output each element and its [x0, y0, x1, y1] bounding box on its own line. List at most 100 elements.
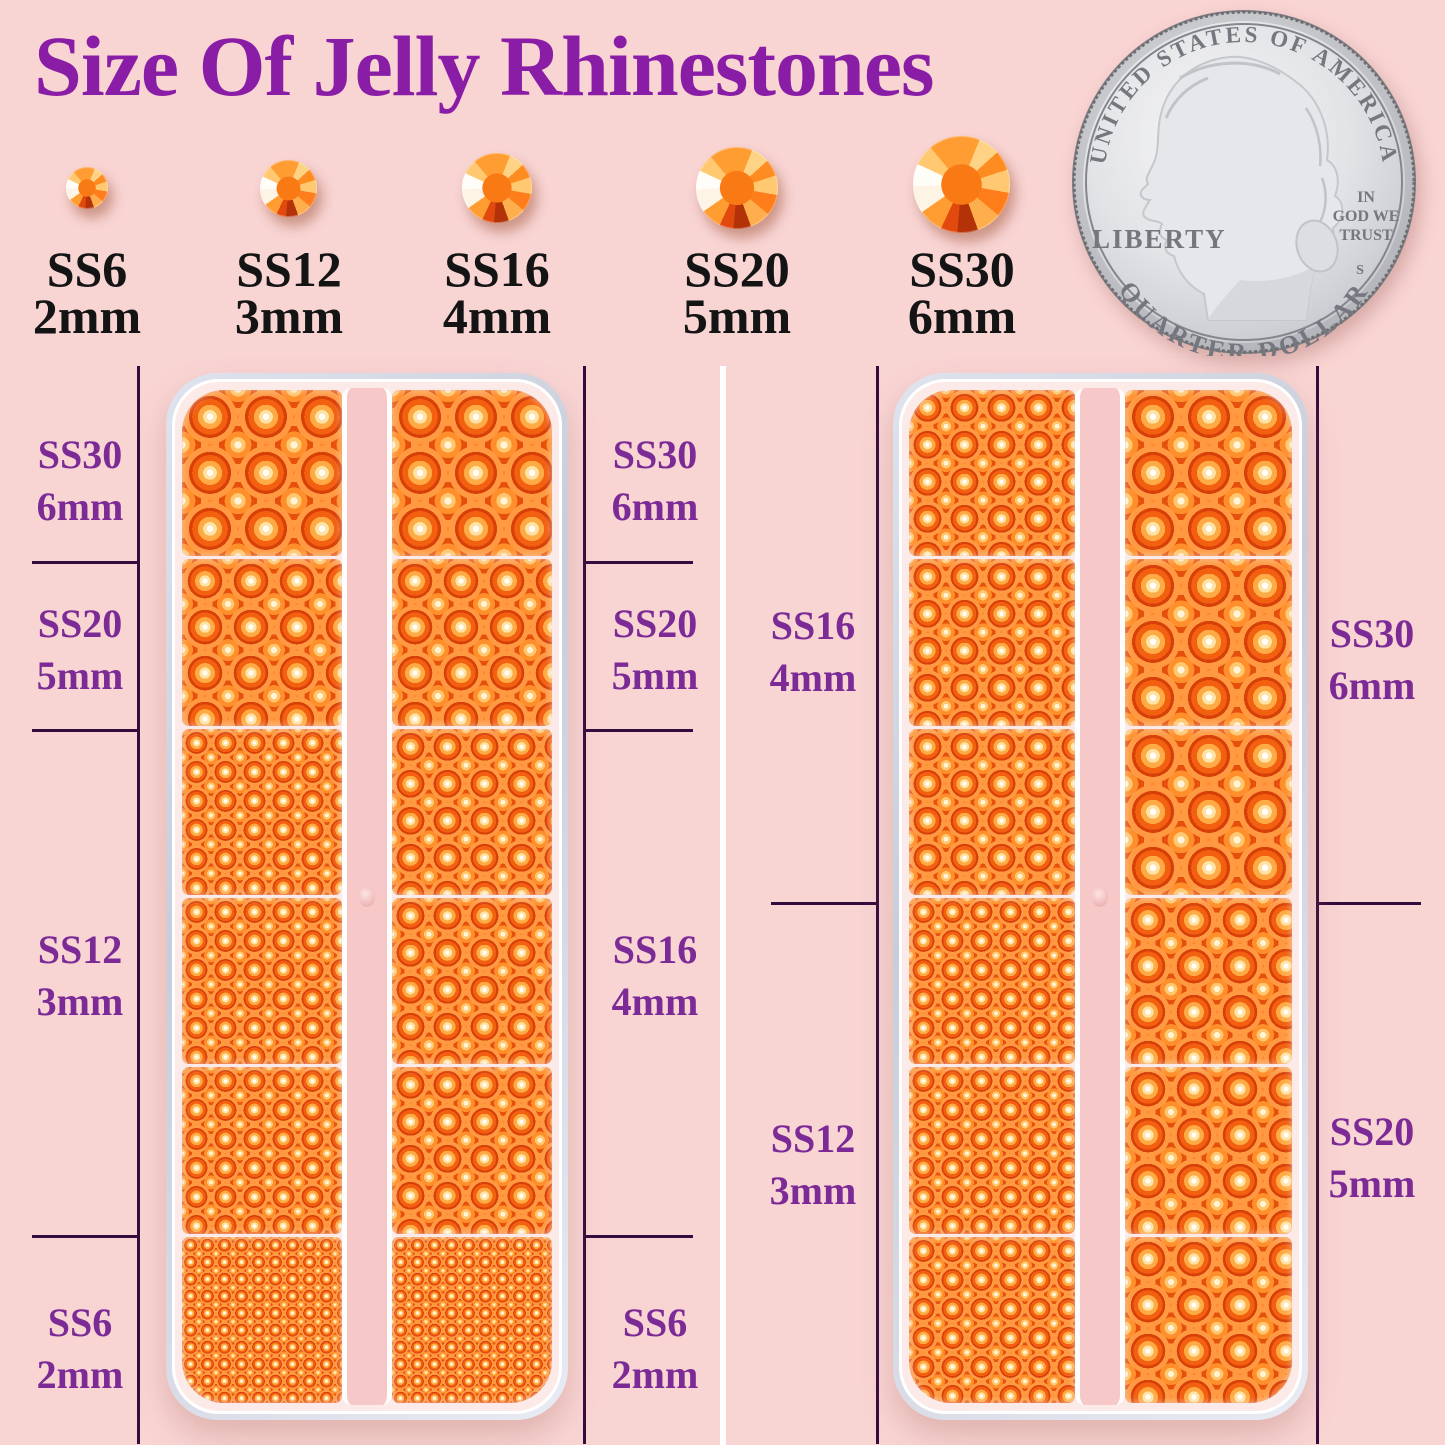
label-code: SS30: [612, 432, 698, 477]
tick-mark: [583, 1235, 693, 1238]
tray-compartment-ss30: [1125, 559, 1292, 726]
tray-compartment-ss20: [392, 559, 552, 726]
label-mm: 3mm: [36, 979, 124, 1024]
tray-compartment-ss20: [1125, 1236, 1292, 1403]
label-mm: 4mm: [769, 655, 857, 700]
tray-inner: [172, 379, 562, 1414]
label-mm: 6mm: [1328, 663, 1416, 708]
tray-compartment-ss16: [392, 897, 552, 1065]
label-code: SS16: [770, 603, 856, 648]
guide-line-left-outer: [137, 366, 140, 1444]
tray-compartment-ss12: [182, 1067, 342, 1234]
tray-column: [909, 390, 1075, 1403]
section-divider: [720, 366, 726, 1445]
label-code: SS12: [37, 927, 123, 972]
left-tray-left-label-ss20: SS20 5mm: [0, 598, 165, 702]
rhinestone-sample-ss16: [462, 153, 532, 223]
left-tray-right-label-ss20: SS20 5mm: [570, 598, 740, 702]
washington-portrait: [1139, 55, 1344, 321]
right-tray-right-label-ss20: SS20 5mm: [1287, 1106, 1445, 1210]
rhinestone-sample-ss6: [66, 167, 108, 209]
label-code: SS16: [612, 927, 698, 972]
label-mm: 5mm: [1328, 1161, 1416, 1206]
right-tray-left-label-ss12: SS12 3mm: [728, 1113, 898, 1217]
size-mm: 6mm: [907, 288, 1017, 344]
tray-divider: [1075, 388, 1125, 1405]
tray-column: [1125, 390, 1292, 1403]
tray-compartment-ss16: [909, 559, 1075, 726]
page-title: Size Of Jelly Rhinestones: [34, 18, 934, 114]
rhinestone-sample-ss20: [696, 147, 778, 229]
tray-compartment-ss30: [182, 390, 342, 557]
size-mm: 4mm: [442, 288, 552, 344]
right-tray-left-label-ss16: SS16 4mm: [728, 600, 898, 704]
tray-compartment-ss20: [182, 559, 342, 726]
right-tray-right-label-ss30: SS30 6mm: [1287, 608, 1445, 712]
left-tray-left-label-ss12: SS12 3mm: [0, 924, 165, 1028]
size-mm: 2mm: [32, 288, 142, 344]
tick-mark: [583, 561, 693, 564]
coin-motto-line1: IN: [1357, 189, 1375, 206]
tick-mark: [32, 729, 137, 732]
tray-compartment-ss20: [1125, 897, 1292, 1065]
label-mm: 6mm: [611, 484, 699, 529]
label-code: SS6: [47, 1300, 113, 1345]
size-code: SS20: [684, 241, 790, 297]
label-mm: 4mm: [611, 979, 699, 1024]
guide-line-left-inner: [583, 366, 586, 1444]
rhinestone-tray-left: [166, 373, 568, 1420]
tray-compartment-ss30: [1125, 728, 1292, 895]
left-tray-left-label-ss6: SS6 2mm: [0, 1297, 165, 1401]
size-label-ss30: SS30 6mm: [862, 241, 1062, 344]
left-tray-right-label-ss16: SS16 4mm: [570, 924, 740, 1028]
tray-column: [182, 390, 342, 1403]
tick-mark: [771, 902, 876, 905]
quarter-coin: UNITED STATES OF AMERICA QUARTER DOLLAR …: [1070, 8, 1418, 367]
rhinestone-sample-ss12: [260, 160, 317, 217]
tick-mark: [583, 729, 693, 732]
label-mm: 5mm: [611, 653, 699, 698]
tray-column: [392, 390, 552, 1403]
tray-divider: [342, 388, 392, 1405]
tick-mark: [32, 1235, 137, 1238]
label-mm: 5mm: [36, 653, 124, 698]
tray-compartment-ss20: [1125, 1067, 1292, 1234]
size-label-ss6: SS6 2mm: [0, 241, 187, 344]
tray-compartment-ss12: [909, 1067, 1075, 1234]
size-code: SS6: [46, 241, 128, 297]
coin-motto-line2: GOD WE: [1333, 208, 1400, 225]
label-code: SS20: [37, 601, 123, 646]
left-tray-right-label-ss30: SS30 6mm: [570, 429, 740, 533]
label-code: SS20: [612, 601, 698, 646]
tick-mark: [32, 561, 137, 564]
tray-divider-hole: [1092, 886, 1108, 907]
tray-compartment-ss30: [1125, 390, 1292, 557]
left-tray-right-label-ss6: SS6 2mm: [570, 1297, 740, 1401]
guide-line-right-inner: [876, 366, 879, 1444]
tray-compartment-ss12: [182, 728, 342, 895]
label-code: SS6: [622, 1300, 688, 1345]
label-mm: 6mm: [36, 484, 124, 529]
tray-compartment-ss12: [909, 897, 1075, 1065]
label-mm: 2mm: [36, 1352, 124, 1397]
size-code: SS12: [236, 241, 342, 297]
tray-compartment-ss16: [909, 390, 1075, 557]
size-code: SS30: [909, 241, 1015, 297]
label-code: SS20: [1329, 1109, 1415, 1154]
tray-compartment-ss12: [182, 897, 342, 1065]
tray-compartment-ss16: [392, 728, 552, 895]
coin-mint-mark: S: [1356, 263, 1364, 278]
tray-inner: [899, 379, 1302, 1414]
tray-compartment-ss6: [392, 1236, 552, 1403]
tick-mark: [1316, 902, 1421, 905]
tray-compartment-ss30: [392, 390, 552, 557]
rhinestone-sample-ss30: [913, 136, 1010, 233]
tray-compartment-ss6: [182, 1236, 342, 1403]
size-code: SS16: [444, 241, 550, 297]
coin-liberty-text: LIBERTY: [1092, 224, 1227, 254]
size-label-ss16: SS16 4mm: [397, 241, 597, 344]
left-tray-left-label-ss30: SS30 6mm: [0, 429, 165, 533]
label-code: SS12: [770, 1116, 856, 1161]
tray-compartment-ss16: [909, 728, 1075, 895]
tray-compartment-ss12: [909, 1236, 1075, 1403]
